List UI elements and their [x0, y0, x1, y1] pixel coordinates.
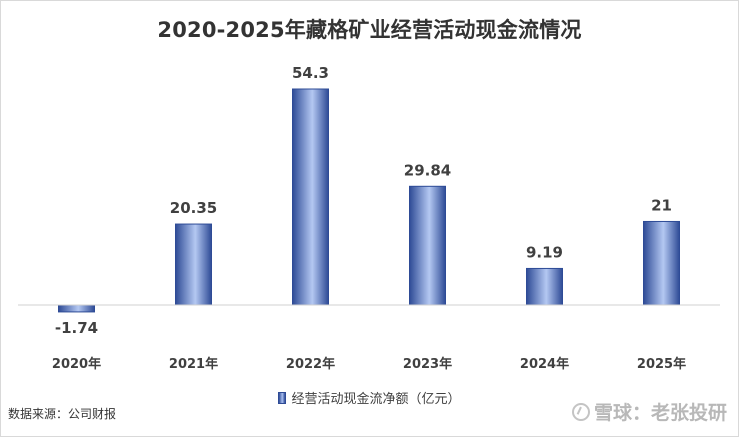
bar-2021年 — [175, 223, 212, 306]
data-label-2022年: 54.3 — [292, 64, 329, 82]
legend: 经营活动现金流净额（亿元） — [0, 388, 739, 407]
bar-2020年 — [58, 304, 95, 313]
data-label-2023年: 29.84 — [404, 161, 451, 179]
data-label-2024年: 9.19 — [526, 243, 563, 261]
legend-label: 经营活动现金流净额（亿元） — [291, 392, 461, 407]
data-label-2025年: 21 — [651, 196, 672, 214]
bar-2024年 — [526, 267, 563, 306]
watermark: 雪球：老张投研 — [571, 398, 727, 425]
x-tick-label-2021年: 2021年 — [169, 356, 218, 372]
chart-title: 2020-2025年藏格矿业经营活动现金流情况 — [157, 18, 582, 42]
bar-2023年 — [409, 185, 446, 306]
snowball-logo-icon — [571, 402, 590, 421]
x-tick-label-2024年: 2024年 — [520, 356, 569, 372]
x-tick-label-2023年: 2023年 — [403, 356, 452, 372]
legend-swatch — [278, 392, 287, 404]
watermark-text: 雪球：老张投研 — [593, 402, 727, 424]
source-note: 数据来源：公司财报 — [8, 407, 117, 421]
x-tick-label-2020年: 2020年 — [52, 356, 101, 372]
data-label-2021年: 20.35 — [170, 199, 217, 217]
x-tick-label-2025年: 2025年 — [637, 356, 686, 372]
bar-2025年 — [643, 220, 680, 306]
bar-2022年 — [292, 88, 329, 306]
data-label-2020年: -1.74 — [55, 319, 98, 337]
x-tick-label-2022年: 2022年 — [286, 356, 335, 372]
